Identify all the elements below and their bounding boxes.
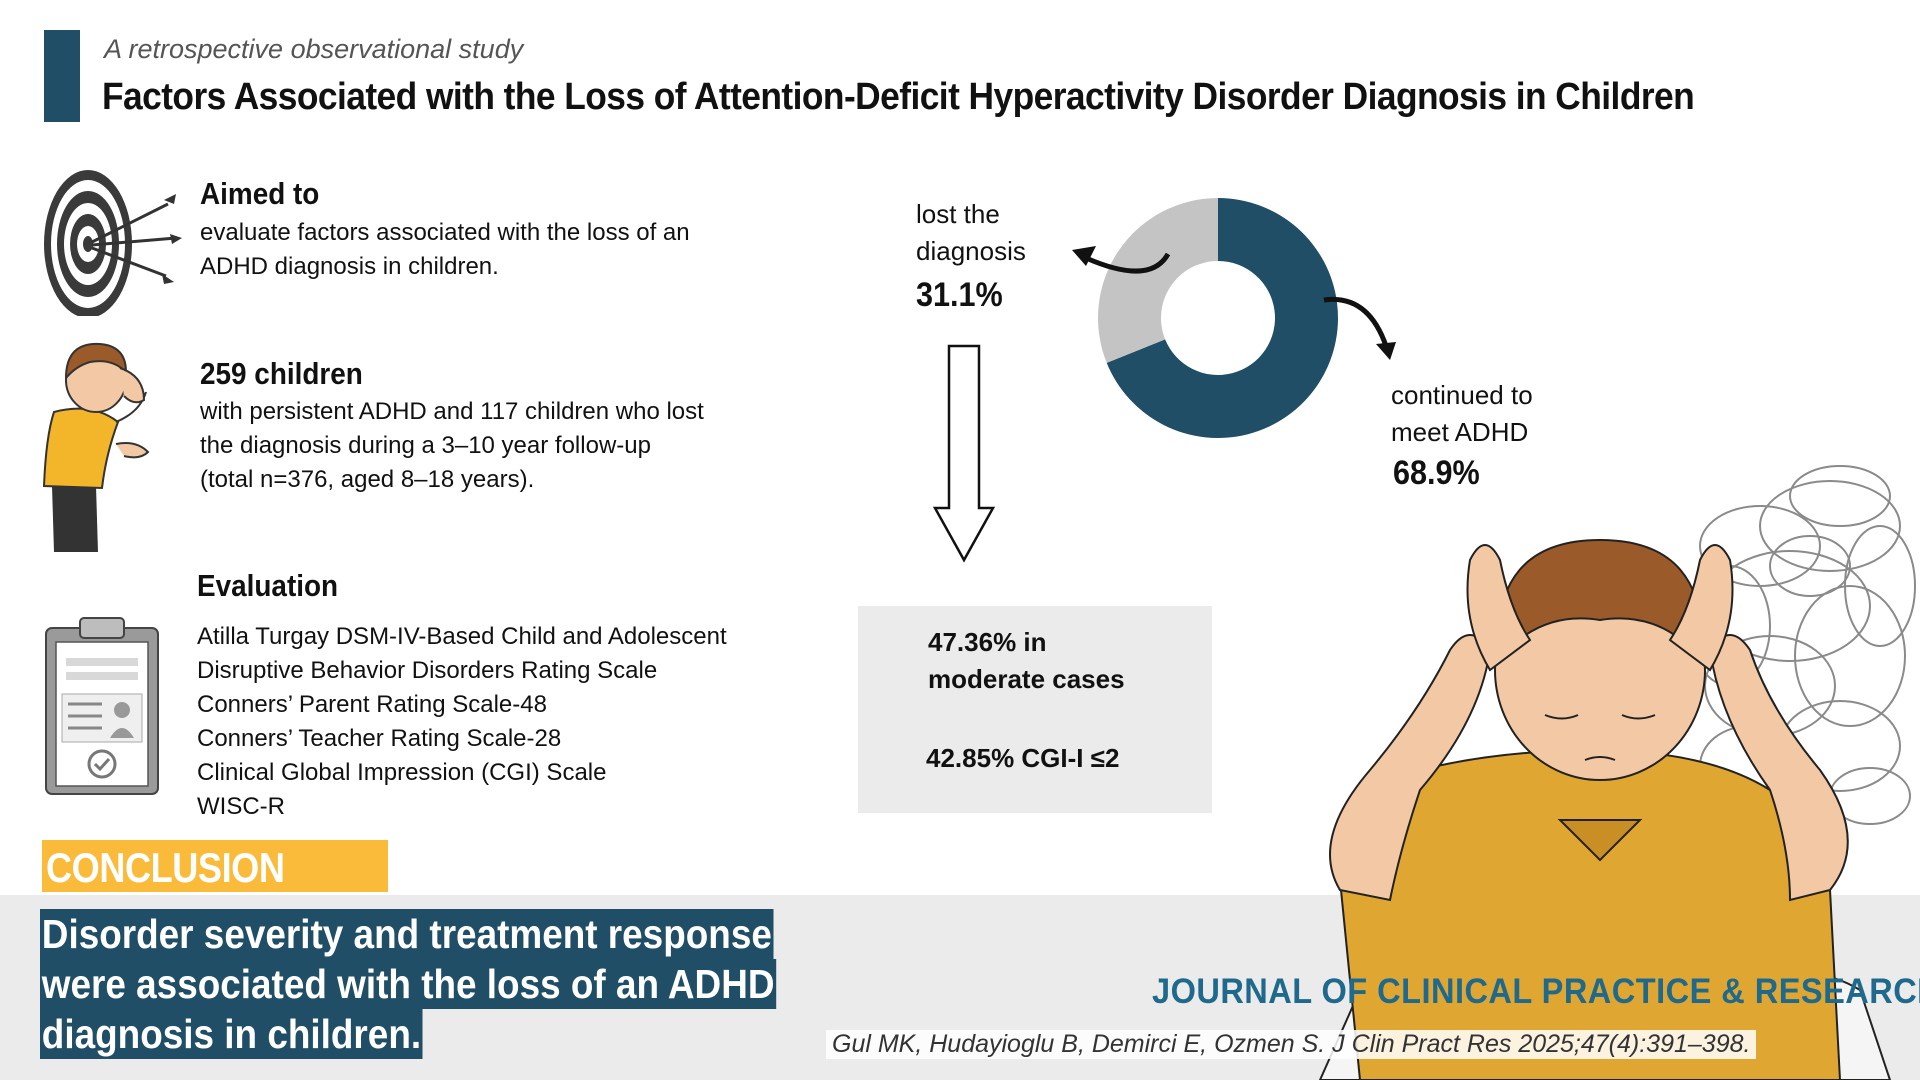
participants-line: the diagnosis during a 3–10 year follow-… (200, 432, 651, 459)
evaluation-item: WISC-R (197, 793, 285, 820)
donut-segment-lost (1098, 198, 1218, 363)
header-accent-bar (44, 30, 80, 122)
curved-arrow-icon (1323, 296, 1396, 360)
page-title: Factors Associated with the Loss of Atte… (102, 76, 1695, 118)
findings-cgi-text: 42.85% CGI-I ≤2 (926, 743, 1120, 773)
participants-heading: 259 children (200, 356, 363, 391)
target-icon (44, 170, 182, 316)
stressed-child-illustration (1318, 538, 1892, 1080)
findings-line: 47.36% in (928, 627, 1047, 657)
aim-heading: Aimed to (200, 176, 320, 211)
evaluation-heading: Evaluation (197, 568, 339, 603)
aim-description: evaluate factors associated with the los… (200, 216, 690, 284)
evaluation-item: Disruptive Behavior Disorders Rating Sca… (197, 657, 658, 684)
conclusion-tag-label: CONCLUSION (46, 844, 285, 891)
continued-label-line: continued to (1391, 380, 1533, 410)
child-icon (42, 342, 150, 552)
lost-diagnosis-label: lost the diagnosis (916, 196, 1026, 270)
aim-line: evaluate factors associated with the los… (200, 219, 690, 246)
findings-line: moderate cases (928, 664, 1125, 694)
evaluation-item: Clinical Global Impression (CGI) Scale (197, 759, 607, 786)
down-arrow-icon (932, 344, 996, 563)
lost-label-line: diagnosis (916, 236, 1026, 266)
continued-adhd-label: continued to meet ADHD (1391, 377, 1533, 451)
evaluation-list: Atilla Turgay DSM-IV-Based Child and Ado… (197, 620, 727, 824)
evaluation-item: Atilla Turgay DSM-IV-Based Child and Ado… (197, 623, 727, 650)
journal-name: JOURNAL OF CLINICAL PRACTICE & RESEARCH (1152, 972, 1920, 1011)
participants-line: (total n=376, aged 8–18 years). (200, 466, 535, 493)
conclusion-tag: CONCLUSION (42, 840, 388, 892)
conclusion-line: diagnosis in children. (40, 1009, 423, 1059)
participants-line: with persistent ADHD and 117 children wh… (200, 398, 704, 425)
conclusion-line: were associated with the loss of an ADHD (40, 959, 777, 1009)
citation: Gul MK, Hudayioglu B, Demirci E, Ozmen S… (826, 1030, 1757, 1059)
findings-box (858, 606, 1212, 813)
clipboard-icon (45, 617, 159, 795)
evaluation-item: Conners’ Parent Rating Scale-48 (197, 691, 547, 718)
findings-moderate-text: 47.36% in moderate cases (928, 624, 1125, 698)
donut-segment-continued (1106, 198, 1338, 438)
study-type-subtitle: A retrospective observational study (104, 34, 524, 64)
lost-diagnosis-percent: 31.1% (916, 276, 1003, 314)
continued-label-line: meet ADHD (1391, 417, 1529, 447)
lost-label-line: lost the (916, 199, 1000, 229)
conclusion-line: Disorder severity and treatment response (40, 909, 774, 959)
continued-adhd-percent: 68.9% (1393, 454, 1480, 492)
aim-line: ADHD diagnosis in children. (200, 253, 499, 280)
evaluation-item: Conners’ Teacher Rating Scale-28 (197, 725, 562, 752)
curved-arrow-icon (1072, 246, 1171, 274)
donut-chart (1098, 198, 1338, 438)
participants-description: with persistent ADHD and 117 children wh… (200, 395, 704, 497)
